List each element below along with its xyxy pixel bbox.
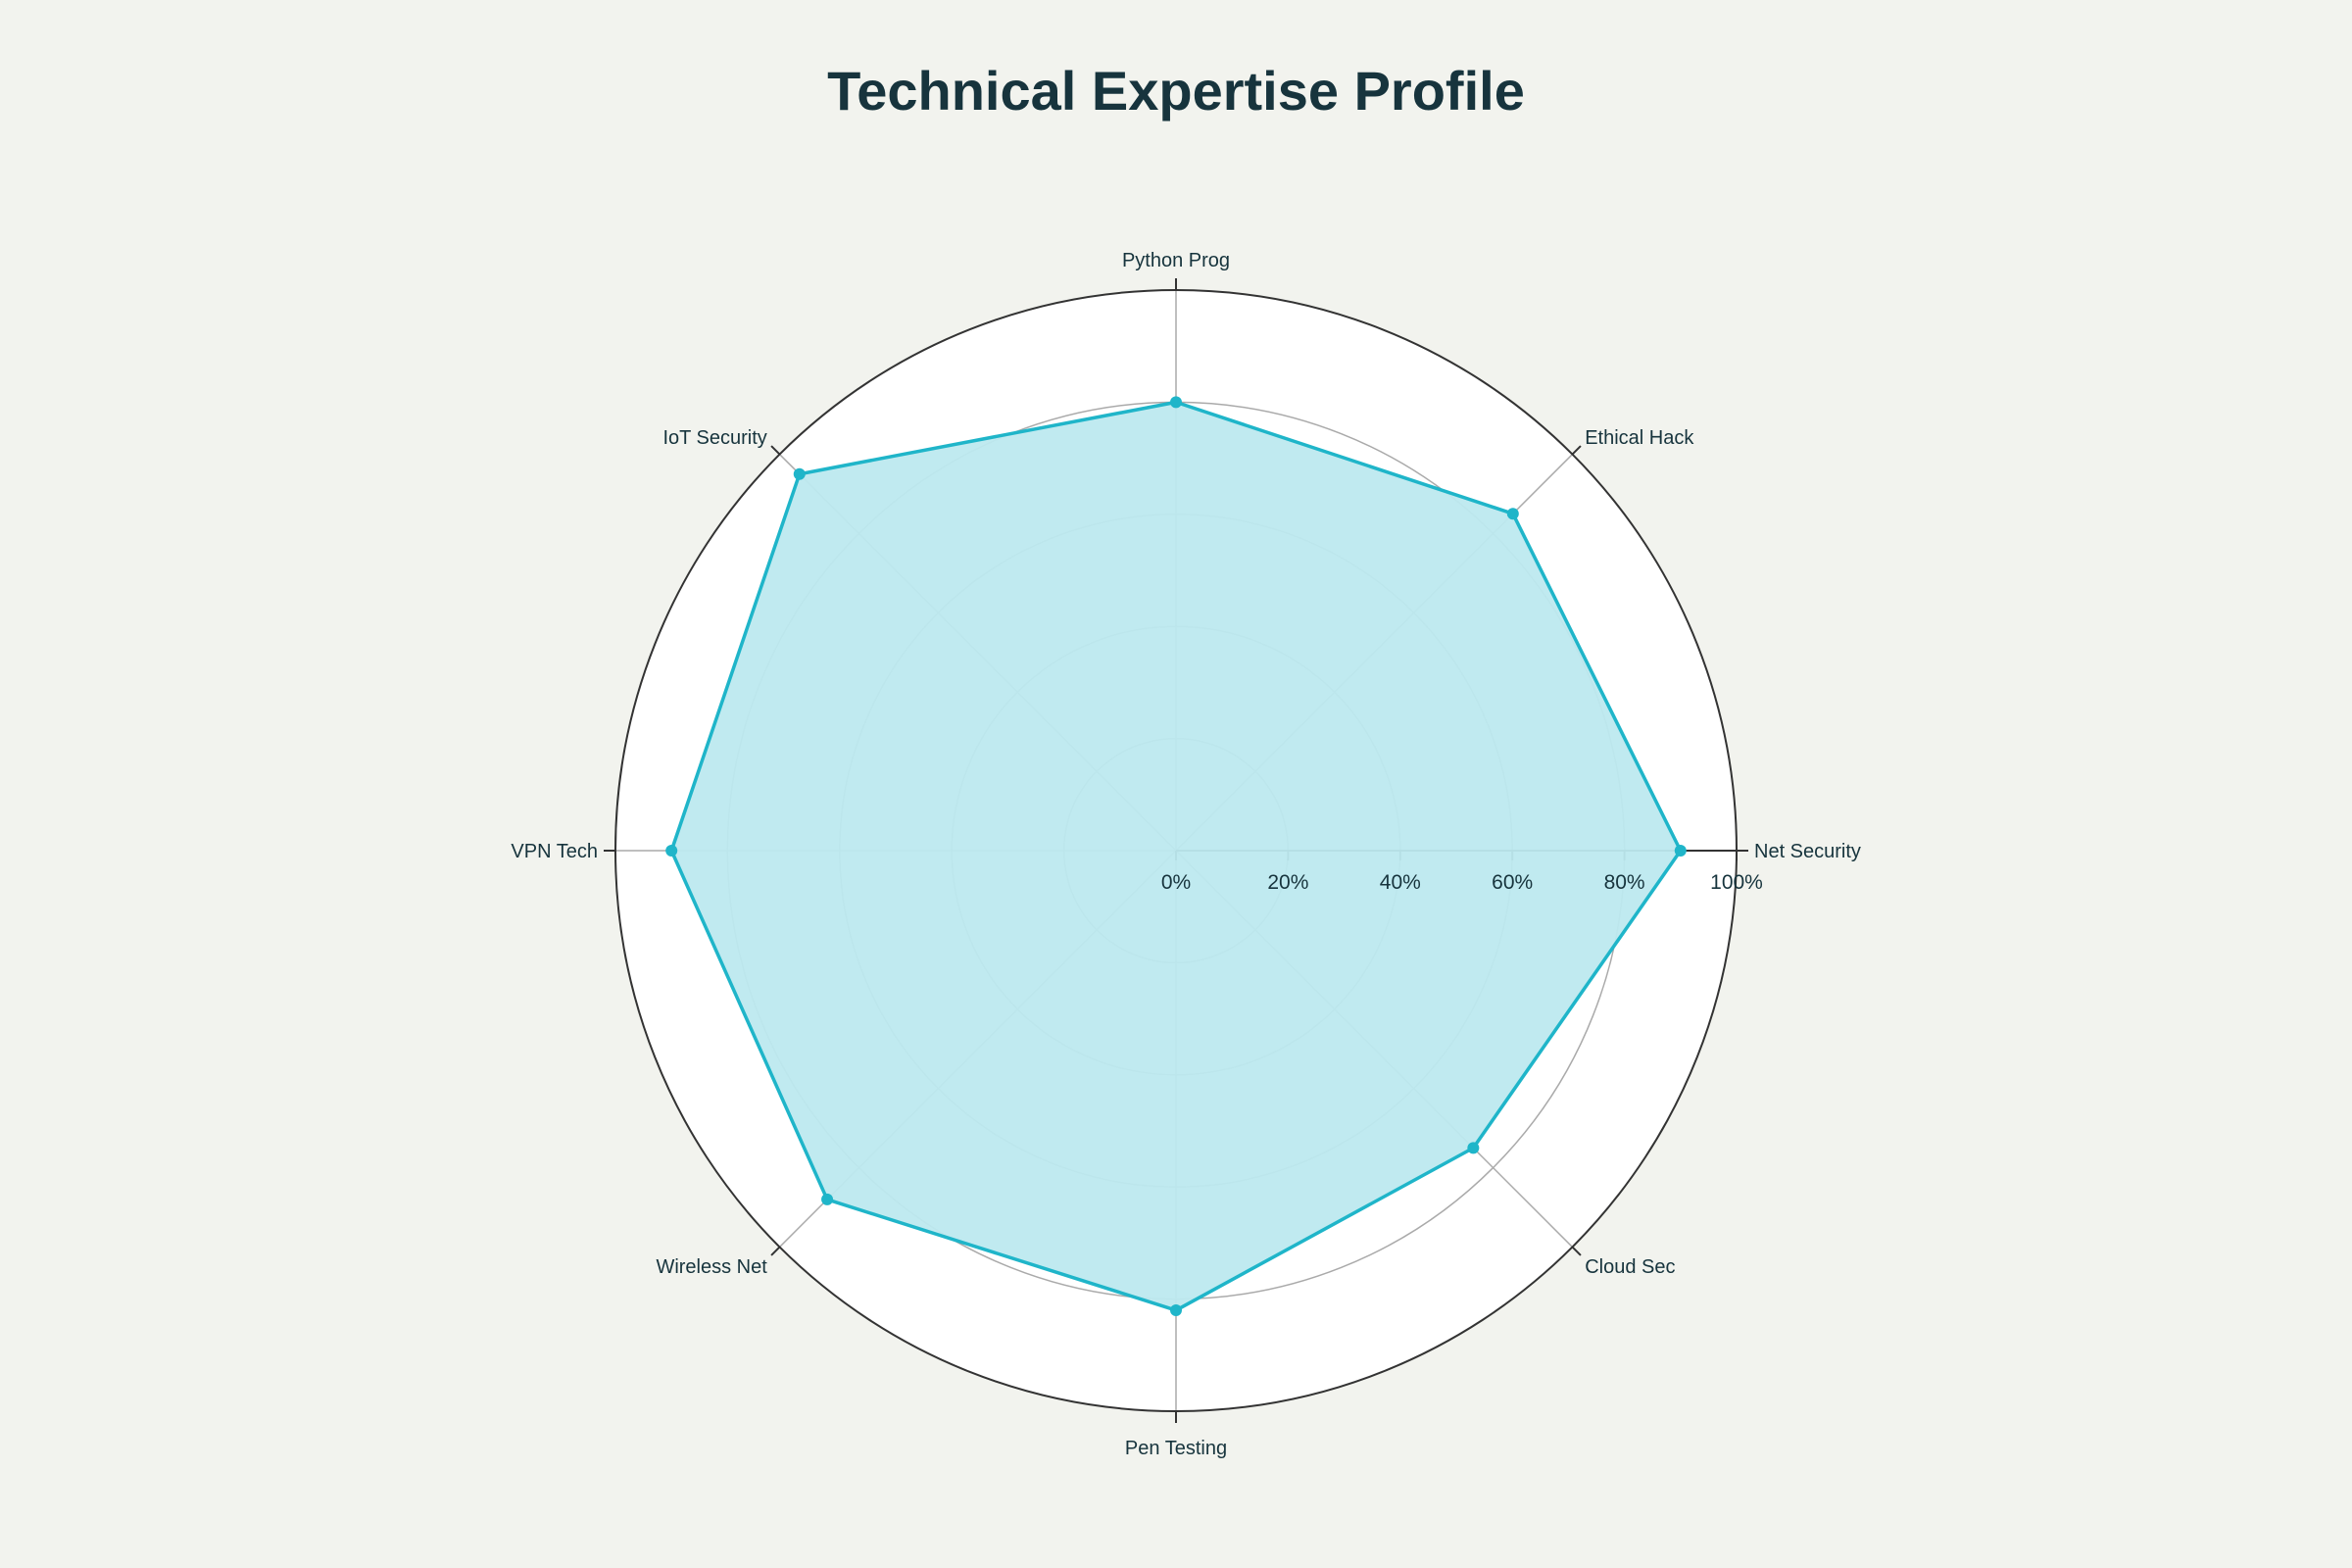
data-point-7[interactable]: [1467, 1142, 1480, 1154]
data-point-1[interactable]: [1506, 508, 1519, 520]
category-tick-7: [1571, 1246, 1582, 1256]
category-label: IoT Security: [662, 427, 766, 449]
category-label: Wireless Net: [656, 1256, 767, 1278]
data-point-4[interactable]: [665, 845, 678, 857]
radial-tick-label: 40%: [1380, 871, 1421, 894]
chart-title: Technical Expertise Profile: [827, 60, 1525, 122]
radial-tick-label: 0%: [1161, 871, 1191, 894]
category-tick-3: [770, 445, 781, 456]
data-point-2[interactable]: [1170, 396, 1182, 409]
radial-tick-label: 20%: [1267, 871, 1308, 894]
radial-tick-label: 60%: [1492, 871, 1533, 894]
radial-tick-label: 80%: [1604, 871, 1645, 894]
category-label: Ethical Hack: [1585, 427, 1694, 449]
category-label: VPN Tech: [511, 841, 598, 862]
category-label: Cloud Sec: [1585, 1256, 1675, 1278]
category-label: Net Security: [1754, 841, 1861, 862]
radial-tick-label: 100%: [1710, 871, 1763, 894]
category-tick-1: [1571, 445, 1582, 456]
category-label: Pen Testing: [1125, 1438, 1227, 1459]
data-point-0[interactable]: [1674, 845, 1687, 857]
category-label: Python Prog: [1122, 250, 1230, 271]
data-point-5[interactable]: [821, 1193, 834, 1205]
category-tick-5: [770, 1246, 781, 1256]
data-point-3[interactable]: [793, 467, 806, 480]
data-point-6[interactable]: [1170, 1304, 1182, 1317]
